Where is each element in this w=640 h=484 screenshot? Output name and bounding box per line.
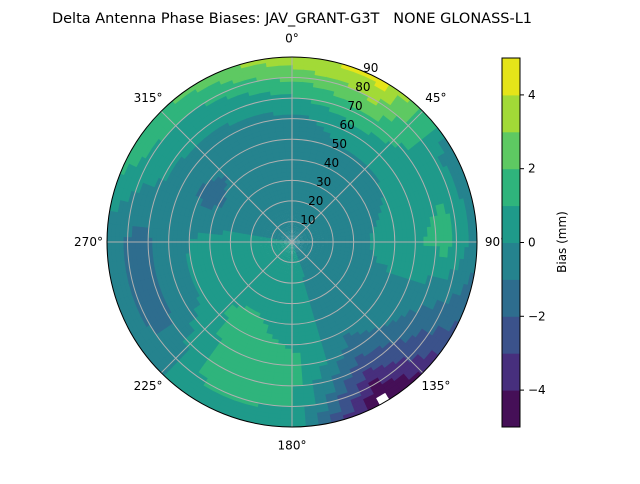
chart-title: Delta Antenna Phase Biases: JAV_GRANT-G3… [52, 11, 532, 27]
colorbar-segment [502, 58, 520, 95]
angular-tick-label: 45° [425, 91, 446, 105]
colorbar-label: Bias (mm) [555, 211, 569, 273]
radial-tick-label: 20 [308, 194, 323, 208]
radial-tick-label: 30 [316, 175, 331, 189]
angular-tick-label: 0° [285, 32, 299, 46]
colorbar-tick-label: 0 [528, 236, 536, 250]
colorbar-tick-label: 2 [528, 162, 536, 176]
radial-tick-label: 40 [324, 156, 339, 170]
radial-tick-label: 70 [347, 99, 362, 113]
angular-tick-label: 270° [74, 235, 103, 249]
angular-tick-label: 135° [421, 379, 450, 393]
radial-tick-label: 90 [363, 61, 378, 75]
colorbar-segment [502, 353, 520, 390]
angular-tick-label: 315° [134, 91, 163, 105]
angular-tick-label: 225° [134, 379, 163, 393]
colorbar-segment [502, 279, 520, 316]
colorbar-tick-label: −2 [528, 309, 546, 323]
colorbar: −4 −2 0 2 4 [502, 58, 546, 428]
radial-tick-label: 60 [340, 118, 355, 132]
colorbar-tick-label: 4 [528, 88, 536, 102]
colorbar-segment [502, 206, 520, 243]
radial-tick-label: 80 [355, 80, 370, 94]
contour-cell [102, 234, 107, 249]
colorbar-segment [502, 169, 520, 206]
colorbar-tick-label: −4 [528, 383, 546, 397]
colorbar-segment [502, 316, 520, 353]
colorbar-segment [502, 95, 520, 132]
colorbar-segment [502, 132, 520, 169]
colorbar-segment [502, 243, 520, 280]
colorbar-segment [502, 390, 520, 427]
angular-tick-label: 180° [278, 439, 307, 453]
radial-tick-label: 50 [332, 137, 347, 151]
contour-cell [477, 234, 482, 249]
radial-tick-label: 10 [300, 213, 315, 227]
polar-grid [107, 57, 477, 427]
